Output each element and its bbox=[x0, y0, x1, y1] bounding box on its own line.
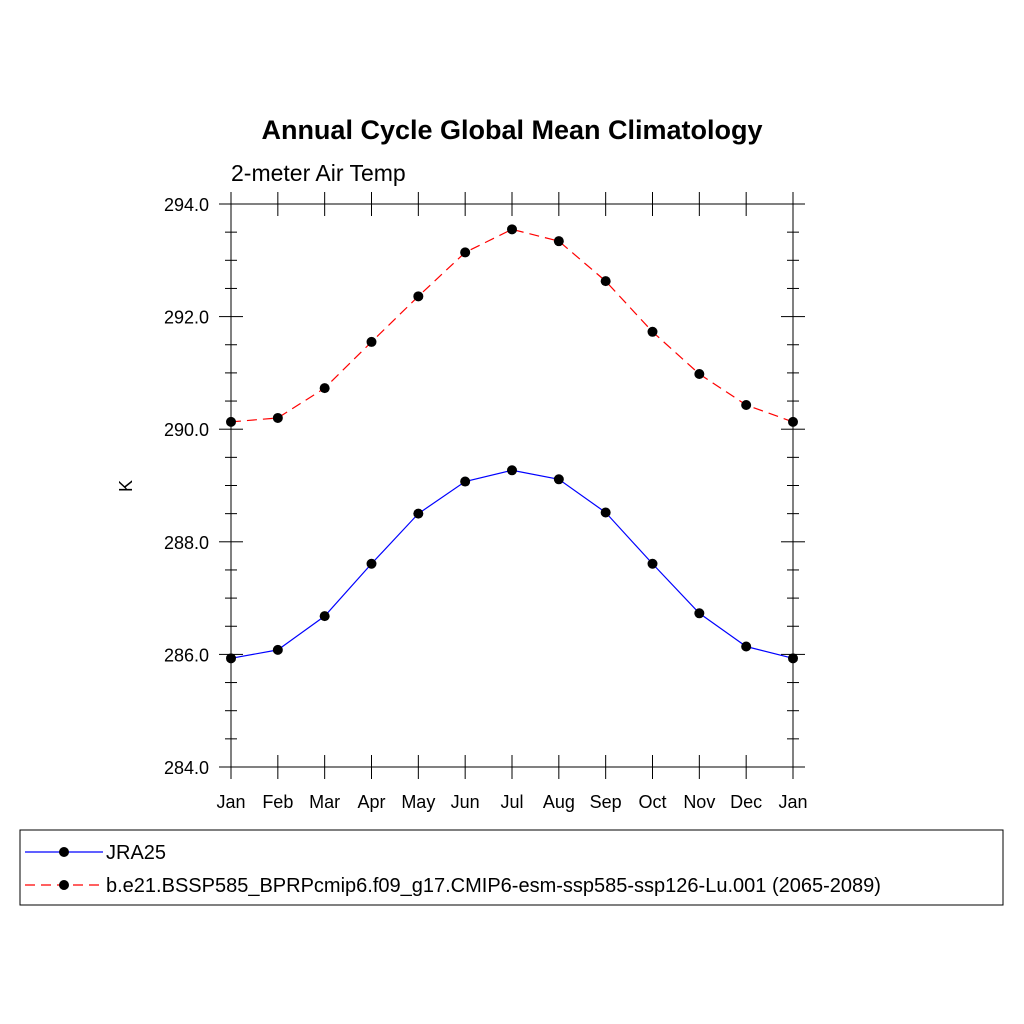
y-tick-labels: 284.0 286.0 288.0 290.0 292.0 294.0 bbox=[164, 195, 209, 778]
legend-label-1: JRA25 bbox=[106, 842, 166, 864]
series-1-point bbox=[226, 653, 236, 664]
series-2-point bbox=[741, 399, 752, 410]
y-axis-label: K bbox=[116, 480, 136, 492]
series-2-point bbox=[272, 412, 283, 423]
series-2-point bbox=[460, 247, 471, 258]
y-tick-label: 290.0 bbox=[164, 420, 209, 440]
series-1-point bbox=[413, 508, 424, 519]
x-tick-label: Jan bbox=[216, 792, 245, 812]
y-tick-label: 288.0 bbox=[164, 533, 209, 553]
x-tick-label: Sep bbox=[590, 792, 622, 812]
series-1-point bbox=[272, 644, 283, 655]
chart-subtitle: 2-meter Air Temp bbox=[231, 160, 406, 186]
series-1-point bbox=[647, 558, 658, 569]
series-2-point bbox=[600, 276, 611, 287]
x-tick-label: Dec bbox=[730, 792, 762, 812]
series-2-point bbox=[694, 369, 705, 380]
legend: JRA25 b.e21.BSSP585_BPRPcmip6.f09_g17.CMI… bbox=[25, 842, 881, 897]
x-tick-label: Apr bbox=[357, 792, 385, 812]
series-2-point bbox=[319, 383, 330, 394]
series-2-point bbox=[226, 416, 236, 427]
series-1-point bbox=[600, 507, 611, 518]
series-1-point bbox=[553, 474, 564, 485]
series-2-point bbox=[366, 336, 377, 347]
series-line-1 bbox=[230, 469, 794, 659]
series-line-2 bbox=[230, 228, 794, 423]
y-tick-label: 286.0 bbox=[164, 645, 209, 665]
x-tick-label: Oct bbox=[638, 792, 666, 812]
y-tick-label: 292.0 bbox=[164, 308, 209, 328]
series-1-point bbox=[694, 608, 705, 619]
axis-ticks bbox=[219, 192, 805, 779]
x-tick-label: Jul bbox=[500, 792, 523, 812]
series-group bbox=[226, 224, 798, 664]
series-2-point bbox=[553, 236, 564, 247]
series-1-point bbox=[460, 476, 471, 487]
legend-label-2: b.e21.BSSP585_BPRPcmip6.f09_g17.CMIP6-es… bbox=[106, 875, 881, 897]
series-2-point bbox=[507, 224, 517, 235]
x-tick-label: Jun bbox=[451, 792, 480, 812]
series-2-point bbox=[413, 291, 424, 302]
plot-frame bbox=[230, 203, 794, 768]
x-tick-label: Feb bbox=[262, 792, 293, 812]
series-1-point bbox=[741, 641, 752, 652]
x-tick-label: Nov bbox=[683, 792, 715, 812]
series-1-point bbox=[366, 558, 377, 569]
legend-marker-1 bbox=[59, 847, 69, 857]
chart-title: Annual Cycle Global Mean Climatology bbox=[261, 115, 762, 145]
series-1-point bbox=[788, 653, 798, 664]
legend-marker-2 bbox=[59, 880, 69, 890]
x-tick-label: Aug bbox=[543, 792, 575, 812]
legend-box bbox=[19, 829, 1004, 906]
x-tick-label: Jan bbox=[778, 792, 807, 812]
x-tick-labels: Jan Feb Mar Apr May Jun Jul Aug Sep Oct Nov Dec Jan bbox=[216, 792, 807, 812]
series-2-point bbox=[647, 326, 658, 337]
x-tick-label: Mar bbox=[309, 792, 340, 812]
x-tick-label: May bbox=[401, 792, 435, 812]
series-1-point bbox=[319, 611, 330, 622]
y-tick-label: 284.0 bbox=[164, 758, 209, 778]
series-2-point bbox=[788, 416, 798, 427]
y-tick-label: 294.0 bbox=[164, 195, 209, 215]
series-1-point bbox=[507, 465, 517, 476]
